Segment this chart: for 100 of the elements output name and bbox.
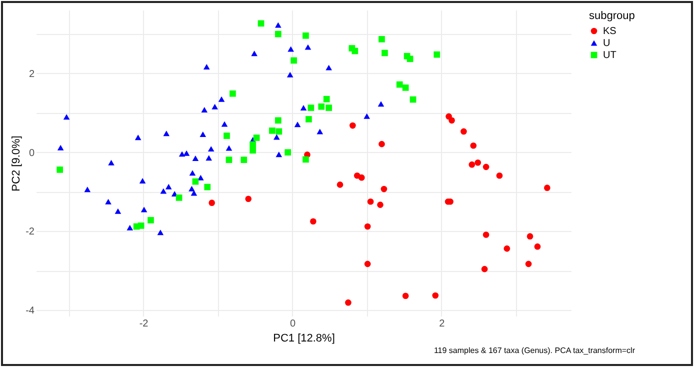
point bbox=[410, 96, 416, 103]
point bbox=[163, 130, 170, 136]
point bbox=[126, 224, 134, 230]
point bbox=[326, 104, 332, 111]
point bbox=[56, 166, 64, 173]
point bbox=[434, 51, 440, 58]
point bbox=[352, 48, 358, 54]
point bbox=[378, 36, 385, 42]
point bbox=[240, 156, 248, 164]
point bbox=[364, 223, 371, 230]
point bbox=[350, 122, 356, 129]
point bbox=[251, 50, 258, 56]
point bbox=[432, 292, 439, 299]
point bbox=[448, 117, 455, 124]
point bbox=[165, 184, 172, 190]
point bbox=[481, 266, 488, 272]
point bbox=[208, 146, 214, 152]
y-tick-label: -2 bbox=[26, 226, 35, 238]
point bbox=[148, 217, 154, 224]
y-tick-label: 2 bbox=[28, 68, 35, 80]
point bbox=[468, 161, 476, 168]
y-tick-label: -4 bbox=[26, 306, 35, 317]
point bbox=[300, 105, 307, 111]
point bbox=[134, 134, 142, 140]
point bbox=[294, 122, 301, 128]
point bbox=[382, 50, 388, 56]
point bbox=[345, 299, 352, 306]
point bbox=[275, 117, 282, 124]
point bbox=[306, 116, 312, 122]
point bbox=[406, 56, 414, 62]
point bbox=[358, 174, 365, 181]
point bbox=[290, 57, 297, 64]
x-tick-label: -2 bbox=[139, 318, 149, 330]
point bbox=[496, 172, 503, 179]
text: 119 samples & 167 taxa (Genus). PCA tax_transform=clr bbox=[434, 346, 636, 355]
point bbox=[310, 218, 316, 225]
point bbox=[534, 243, 541, 250]
point bbox=[269, 128, 276, 134]
point bbox=[204, 184, 211, 190]
x-tick-label: 0 bbox=[290, 318, 296, 330]
point bbox=[288, 46, 294, 52]
point bbox=[108, 160, 114, 166]
point bbox=[504, 245, 510, 252]
point bbox=[221, 121, 228, 127]
point bbox=[364, 113, 370, 119]
point bbox=[183, 150, 190, 156]
point bbox=[318, 103, 325, 110]
point bbox=[304, 44, 312, 50]
point bbox=[364, 260, 371, 268]
point bbox=[276, 128, 282, 135]
point bbox=[316, 128, 324, 134]
point bbox=[302, 156, 309, 163]
point bbox=[57, 144, 64, 150]
point bbox=[302, 32, 309, 39]
point bbox=[323, 96, 330, 102]
point bbox=[544, 184, 550, 191]
point bbox=[105, 198, 112, 204]
point bbox=[336, 182, 344, 188]
legend-title: subgroup bbox=[589, 10, 635, 22]
y-tick-label: 0 bbox=[28, 148, 35, 159]
point bbox=[396, 81, 403, 88]
point bbox=[326, 64, 332, 70]
point bbox=[308, 104, 314, 111]
point bbox=[160, 188, 167, 194]
point bbox=[218, 96, 225, 102]
point bbox=[378, 101, 384, 107]
legend-label: U bbox=[603, 38, 610, 49]
point bbox=[192, 178, 199, 185]
point bbox=[482, 164, 490, 170]
point bbox=[139, 178, 146, 184]
point bbox=[206, 155, 212, 161]
point bbox=[224, 132, 230, 139]
point bbox=[284, 149, 292, 156]
point bbox=[275, 30, 282, 38]
point bbox=[212, 104, 218, 110]
point bbox=[203, 64, 210, 70]
point bbox=[253, 134, 260, 141]
point bbox=[192, 156, 199, 162]
point bbox=[138, 222, 144, 229]
point bbox=[474, 159, 482, 166]
x-axis-title: PC1 [12.8%] bbox=[273, 332, 335, 344]
point bbox=[201, 107, 208, 113]
point bbox=[84, 186, 91, 192]
point bbox=[188, 186, 195, 192]
legend-label: UT bbox=[603, 50, 616, 61]
point bbox=[189, 170, 196, 176]
point bbox=[367, 198, 374, 205]
point bbox=[140, 206, 148, 212]
x-tick-label: 2 bbox=[439, 318, 446, 330]
point bbox=[63, 114, 70, 120]
point bbox=[377, 202, 384, 208]
point bbox=[157, 230, 164, 236]
point bbox=[525, 260, 532, 268]
point bbox=[460, 128, 467, 135]
point bbox=[190, 190, 198, 196]
point bbox=[275, 22, 282, 28]
point bbox=[208, 200, 216, 206]
point bbox=[245, 196, 252, 202]
point bbox=[250, 147, 256, 154]
point bbox=[402, 292, 409, 300]
